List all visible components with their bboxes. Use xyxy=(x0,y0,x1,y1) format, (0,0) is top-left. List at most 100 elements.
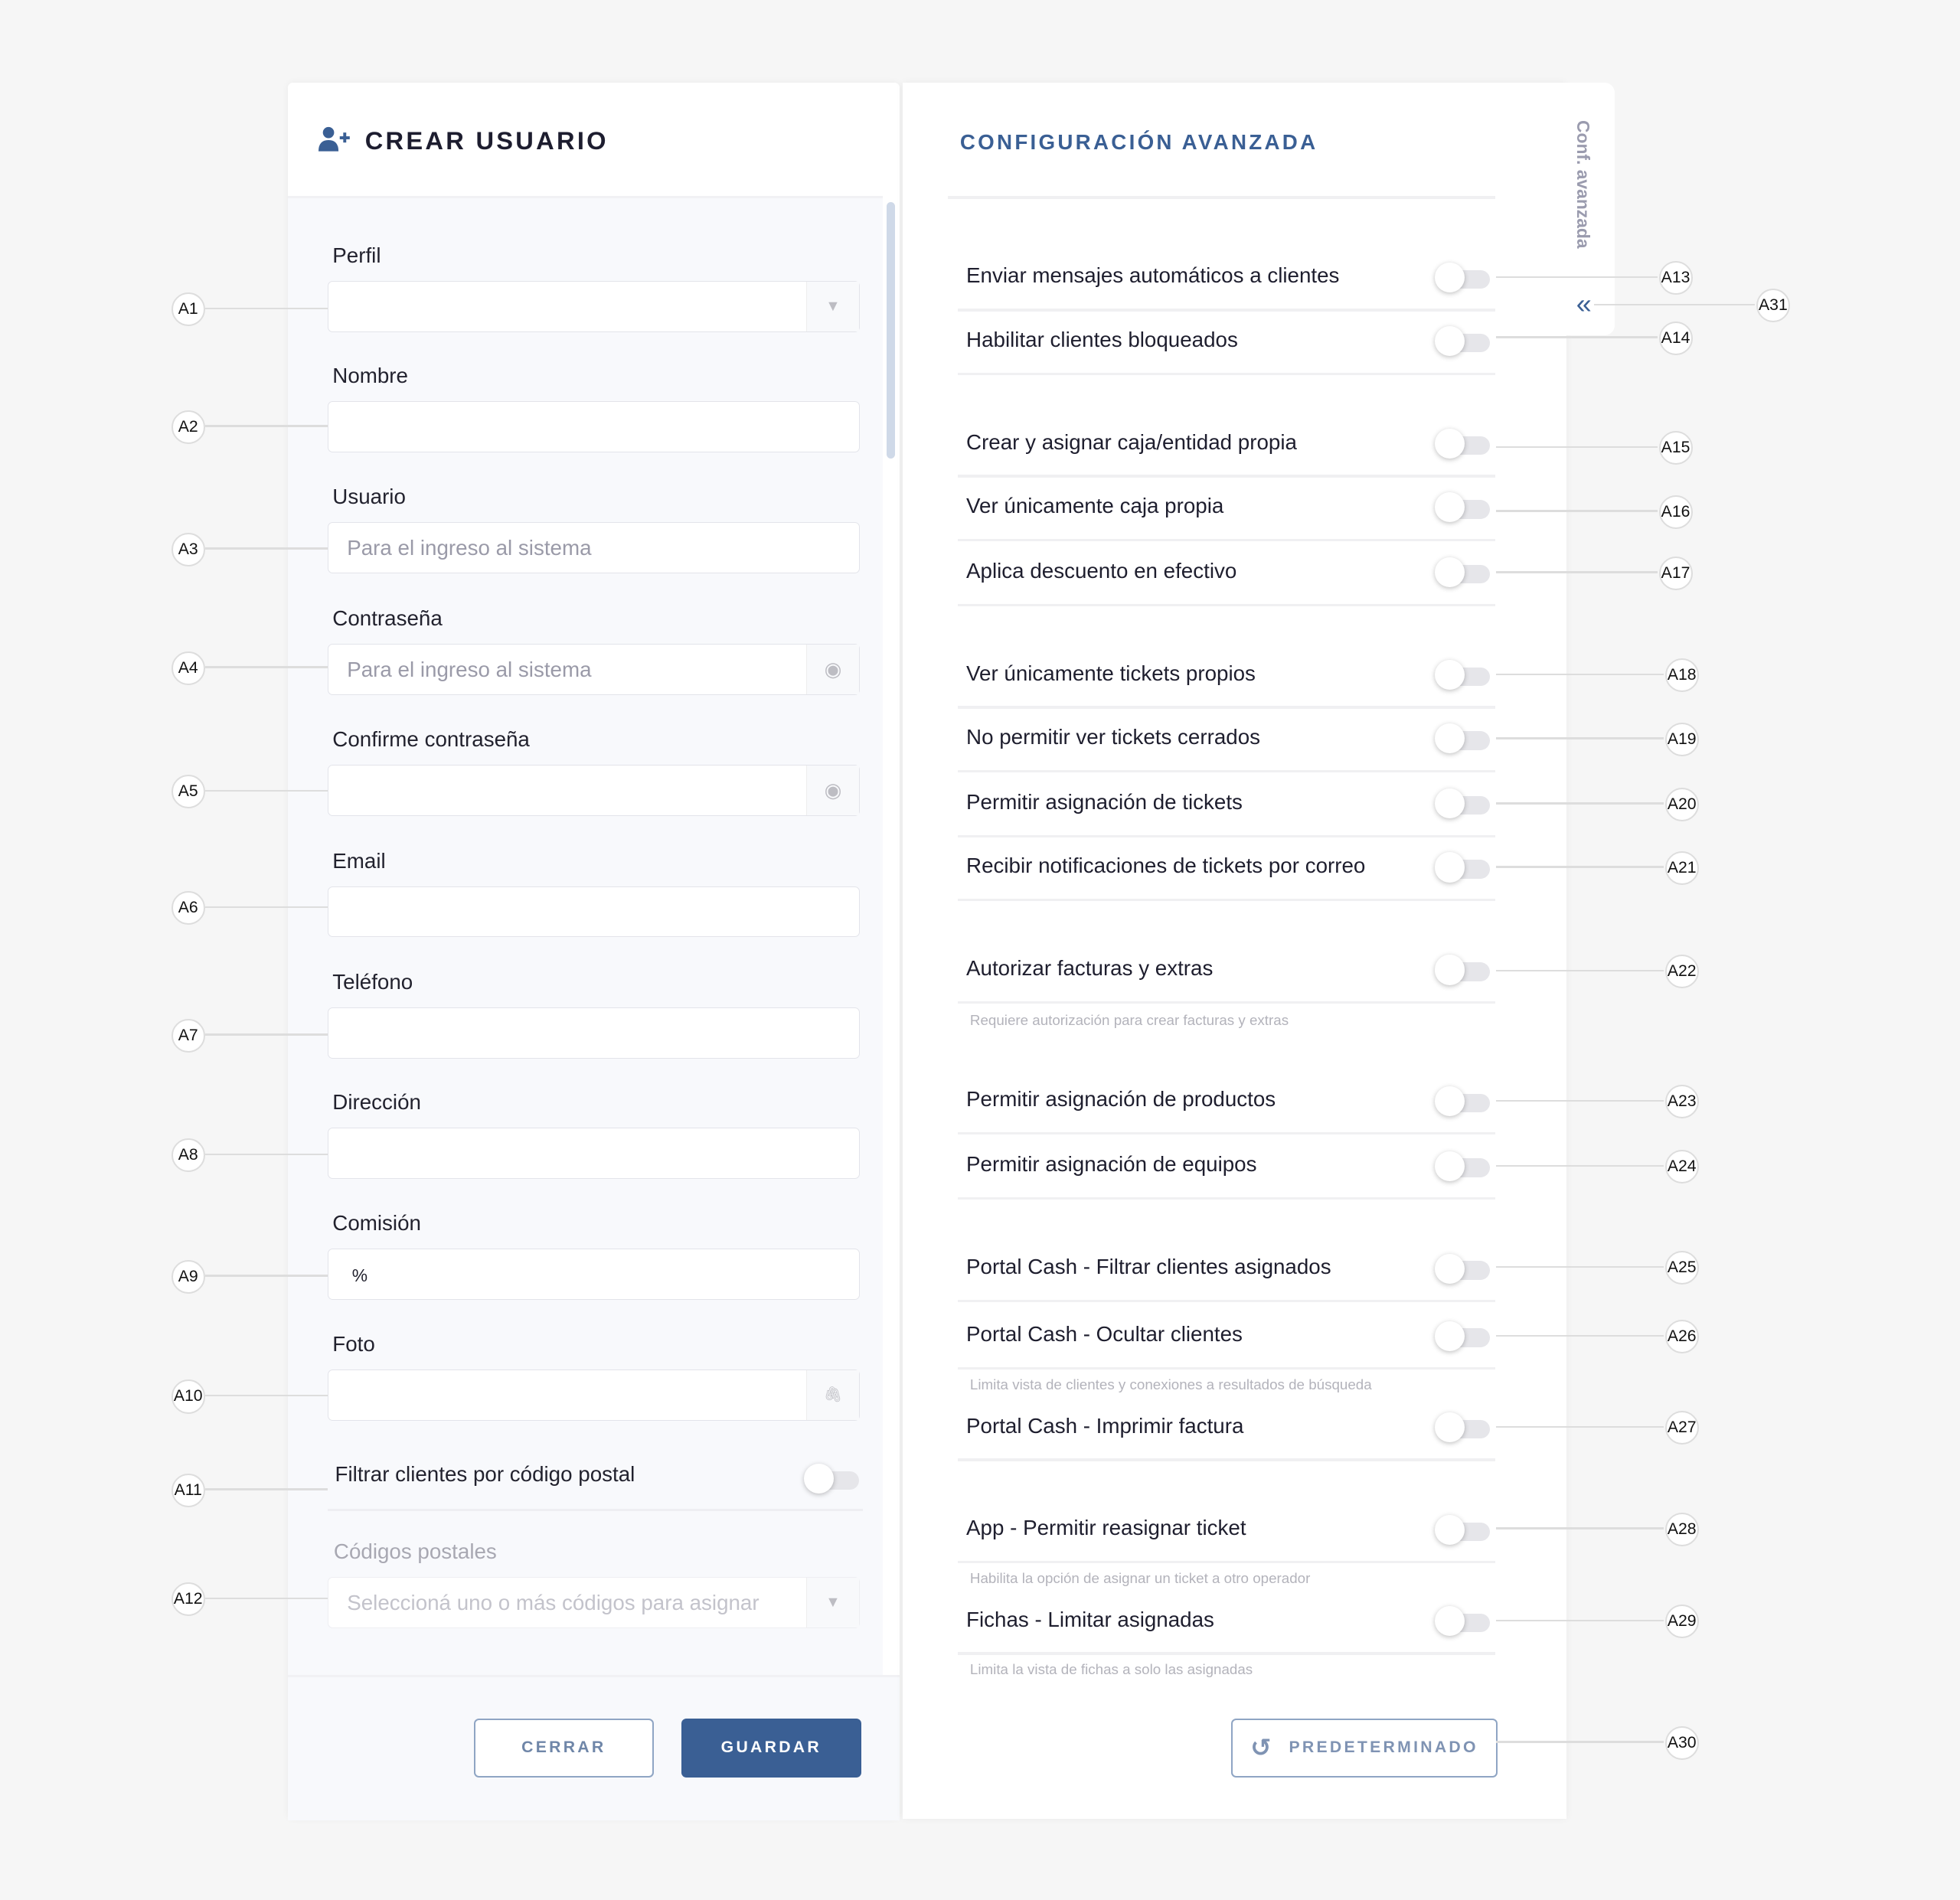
divider xyxy=(957,309,1495,312)
callout-line xyxy=(204,1597,328,1599)
setting-toggle[interactable] xyxy=(1435,852,1491,883)
setting-toggle[interactable] xyxy=(1435,262,1491,293)
callout-badge: A3 xyxy=(171,532,205,566)
callout-line xyxy=(1496,571,1658,573)
callout-badge: A9 xyxy=(171,1259,205,1294)
setting-toggle[interactable] xyxy=(1435,723,1491,754)
divider xyxy=(957,1299,1495,1303)
callout-badge: A16 xyxy=(1658,495,1693,529)
setting-toggle[interactable] xyxy=(1435,955,1491,985)
setting-toggle[interactable] xyxy=(1435,1514,1491,1545)
contrase-a-label: Contraseña xyxy=(332,606,443,630)
callout-badge: A31 xyxy=(1756,289,1790,323)
setting-toggle[interactable] xyxy=(1435,1605,1491,1637)
setting-toggle[interactable] xyxy=(1435,1321,1491,1351)
callout-line xyxy=(1496,1741,1664,1743)
tel-fono-input[interactable] xyxy=(327,1007,861,1059)
contrase-a-input[interactable]: Para el ingreso al sistema ◉ xyxy=(327,643,861,695)
direcci-n-input[interactable] xyxy=(327,1127,861,1179)
foto-input[interactable]: 🖇 xyxy=(327,1370,861,1422)
advanced-config-title: CONFIGURACIÓN AVANZADA xyxy=(959,129,1318,154)
side-tab-label: Conf. avanzada xyxy=(1573,119,1593,249)
callout-badge: A14 xyxy=(1658,321,1693,355)
perfil-input[interactable]: ▼ xyxy=(327,281,861,333)
chevron-down-icon: ▼ xyxy=(805,1578,860,1628)
callout-line xyxy=(204,1395,328,1397)
divider xyxy=(957,769,1495,772)
callout-badge: A30 xyxy=(1664,1725,1699,1760)
setting-toggle[interactable] xyxy=(1435,1412,1491,1443)
divider xyxy=(957,1652,1495,1655)
divider xyxy=(957,475,1495,478)
callout-badge: A25 xyxy=(1664,1251,1699,1285)
double-chevron-left-icon[interactable]: « xyxy=(1576,287,1592,319)
divider xyxy=(957,898,1495,902)
setting-toggle[interactable] xyxy=(1435,1253,1491,1284)
callout-badge: A1 xyxy=(171,292,205,327)
setting-toggle[interactable] xyxy=(1435,492,1491,523)
divider xyxy=(957,706,1495,709)
callout-line xyxy=(1496,1527,1664,1529)
callout-badge: A28 xyxy=(1664,1512,1699,1546)
callout-line xyxy=(204,547,328,550)
toggle-label: Portal Cash - Ocultar clientes xyxy=(966,1322,1243,1347)
toggle-label: No permitir ver tickets cerrados xyxy=(966,724,1261,749)
divider xyxy=(957,1561,1495,1564)
callout-badge: A29 xyxy=(1664,1605,1699,1639)
divider xyxy=(957,372,1495,375)
postal-codes-select[interactable]: Seleccioná uno o más códigos para asigna… xyxy=(327,1577,861,1629)
foto-label: Foto xyxy=(332,1332,375,1356)
close-button[interactable]: CERRAR xyxy=(473,1718,654,1778)
setting-toggle[interactable] xyxy=(1435,788,1491,819)
paperclip-icon[interactable]: 🖇 xyxy=(805,1370,860,1421)
divider xyxy=(957,1001,1495,1004)
callout-line xyxy=(1496,1164,1664,1167)
scrollbar[interactable] xyxy=(886,202,895,459)
save-button[interactable]: GUARDAR xyxy=(681,1718,861,1778)
callout-line xyxy=(204,789,328,792)
toggle-label: Fichas - Limitar asignadas xyxy=(966,1607,1214,1631)
tel-fono-label: Teléfono xyxy=(332,969,413,994)
default-button[interactable]: ↺ PREDETERMINADO xyxy=(1231,1718,1498,1778)
filter-postal-toggle[interactable] xyxy=(803,1463,859,1494)
callout-line xyxy=(1496,446,1658,449)
comisi-n-input[interactable]: % xyxy=(327,1249,861,1300)
callout-badge: A21 xyxy=(1664,850,1699,885)
callout-line xyxy=(1496,336,1658,338)
setting-toggle[interactable] xyxy=(1435,326,1491,357)
setting-toggle[interactable] xyxy=(1435,1151,1491,1181)
setting-toggle[interactable] xyxy=(1435,660,1491,690)
divider xyxy=(957,1458,1495,1461)
toggle-label: Autorizar facturas y extras xyxy=(966,955,1214,980)
toggle-label: Permitir asignación de equipos xyxy=(966,1152,1257,1177)
divider xyxy=(957,603,1495,606)
usuario-label: Usuario xyxy=(332,485,406,509)
callout-line xyxy=(204,307,328,310)
callout-line xyxy=(1496,276,1658,279)
confirme-contrase-a-input[interactable]: ◉ xyxy=(327,765,861,817)
callout-badge: A19 xyxy=(1664,722,1699,756)
chevron-down-icon: ▼ xyxy=(805,282,860,332)
setting-toggle[interactable] xyxy=(1435,429,1491,459)
reset-icon: ↺ xyxy=(1250,1733,1272,1762)
nombre-input[interactable] xyxy=(327,401,861,453)
email-input[interactable] xyxy=(327,886,861,938)
usuario-input[interactable]: Para el ingreso al sistema xyxy=(327,522,861,574)
callout-badge: A7 xyxy=(171,1018,205,1053)
filter-postal-label: Filtrar clientes por código postal xyxy=(335,1462,635,1487)
eye-icon[interactable]: ◉ xyxy=(805,766,860,816)
eye-icon[interactable]: ◉ xyxy=(805,644,860,694)
callout-line xyxy=(204,906,328,909)
callout-badge: A18 xyxy=(1664,658,1699,693)
callout-badge: A17 xyxy=(1658,556,1693,590)
callout-badge: A11 xyxy=(171,1473,205,1507)
side-tab[interactable] xyxy=(1550,82,1615,335)
divider xyxy=(957,1132,1495,1135)
callout-line xyxy=(204,666,328,668)
divider xyxy=(947,196,1495,199)
setting-toggle[interactable] xyxy=(1435,1085,1491,1116)
callout-badge: A8 xyxy=(171,1138,205,1173)
callout-badge: A4 xyxy=(171,651,205,685)
setting-toggle[interactable] xyxy=(1435,557,1491,588)
postal-codes-label: Códigos postales xyxy=(333,1539,497,1564)
